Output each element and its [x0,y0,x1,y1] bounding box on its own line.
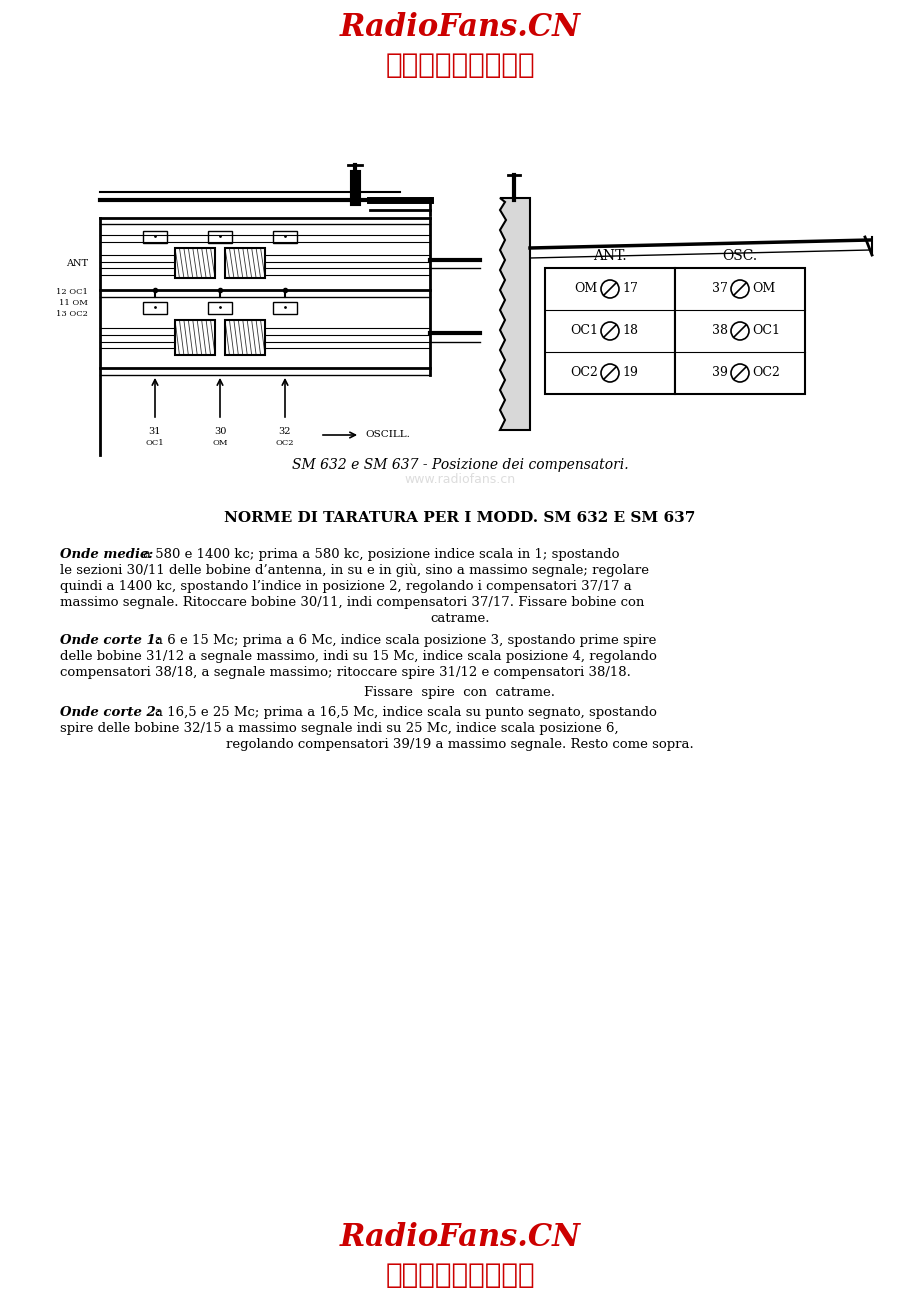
Text: 11 OM: 11 OM [59,299,88,307]
Circle shape [731,322,748,340]
Text: 37: 37 [711,283,727,296]
Text: 18: 18 [621,324,637,337]
Circle shape [731,365,748,381]
Text: NORME DI TARATURA PER I MODD. SM 632 E SM 637: NORME DI TARATURA PER I MODD. SM 632 E S… [224,510,695,525]
Text: 30: 30 [213,427,226,436]
Text: 32: 32 [278,427,291,436]
Text: www.radiofans.cn: www.radiofans.cn [404,474,515,487]
Text: 19: 19 [621,366,637,379]
Text: OSCILL.: OSCILL. [365,431,410,440]
Text: 31: 31 [149,427,161,436]
Text: RadioFans.CN: RadioFans.CN [339,13,580,43]
Circle shape [600,280,618,298]
Text: SM 632 e SM 637 - Posizione dei compensatori.: SM 632 e SM 637 - Posizione dei compensa… [291,458,628,473]
Text: le sezioni 30/11 delle bobine d’antenna, in su e in giù, sino a massimo segnale;: le sezioni 30/11 delle bobine d’antenna,… [60,564,648,578]
Text: OM: OM [212,439,228,447]
Text: OC1: OC1 [751,324,779,337]
Circle shape [731,280,748,298]
Text: 13 OC2: 13 OC2 [56,310,88,318]
Polygon shape [175,320,215,355]
Text: 17: 17 [621,283,637,296]
FancyBboxPatch shape [208,230,232,243]
Text: Onde corte 1:: Onde corte 1: [60,634,161,647]
FancyBboxPatch shape [273,302,297,314]
Text: 38: 38 [711,324,727,337]
Text: ANT: ANT [66,259,88,267]
Text: massimo segnale. Ritoccare bobine 30/11, indi compensatori 37/17. Fissare bobine: massimo segnale. Ritoccare bobine 30/11,… [60,596,643,609]
Text: OC2: OC2 [570,366,597,379]
Text: OSC.: OSC. [721,249,756,263]
Text: 收音机爱好者资料库: 收音机爱好者资料库 [385,1262,534,1289]
Polygon shape [225,320,265,355]
Text: quindi a 1400 kc, spostando l’indice in posizione 2, regolando i compensatori 37: quindi a 1400 kc, spostando l’indice in … [60,579,631,592]
Text: OC1: OC1 [570,324,597,337]
Text: RadioFans.CN: RadioFans.CN [339,1223,580,1254]
Text: ANT.: ANT. [593,249,626,263]
Text: Fissare  spire  con  catrame.: Fissare spire con catrame. [364,686,555,699]
Text: OM: OM [751,283,775,296]
Circle shape [600,322,618,340]
Text: a 580 e 1400 kc; prima a 580 kc, posizione indice scala in 1; spostando: a 580 e 1400 kc; prima a 580 kc, posizio… [142,548,618,561]
Text: 12 OC1: 12 OC1 [56,288,88,296]
Text: regolando compensatori 39/19 a massimo segnale. Resto come sopra.: regolando compensatori 39/19 a massimo s… [226,738,693,751]
Polygon shape [499,198,529,430]
Text: Onde corte 2:: Onde corte 2: [60,706,161,719]
FancyBboxPatch shape [142,230,167,243]
Circle shape [600,365,618,381]
Text: OC2: OC2 [751,366,779,379]
Text: compensatori 38/18, a segnale massimo; ritoccare spire 31/12 e compensatori 38/1: compensatori 38/18, a segnale massimo; r… [60,667,630,680]
Text: catrame.: catrame. [430,612,489,625]
Text: spire delle bobine 32/15 a massimo segnale indi su 25 Mc, indice scala posizione: spire delle bobine 32/15 a massimo segna… [60,723,618,736]
Text: OM: OM [574,283,597,296]
Text: 39: 39 [711,366,727,379]
FancyBboxPatch shape [675,268,804,395]
Text: OC1: OC1 [145,439,165,447]
FancyBboxPatch shape [208,302,232,314]
FancyBboxPatch shape [544,268,675,395]
FancyBboxPatch shape [142,302,167,314]
Text: a 6 e 15 Mc; prima a 6 Mc, indice scala posizione 3, spostando prime spire: a 6 e 15 Mc; prima a 6 Mc, indice scala … [154,634,655,647]
Text: OC2: OC2 [276,439,294,447]
FancyBboxPatch shape [273,230,297,243]
Text: 收音机爱好者资料库: 收音机爱好者资料库 [385,51,534,79]
Text: Onde medie:: Onde medie: [60,548,153,561]
Polygon shape [225,247,265,279]
Text: a 16,5 e 25 Mc; prima a 16,5 Mc, indice scala su punto segnato, spostando: a 16,5 e 25 Mc; prima a 16,5 Mc, indice … [154,706,656,719]
Polygon shape [175,247,215,279]
Text: delle bobine 31/12 a segnale massimo, indi su 15 Mc, indice scala posizione 4, r: delle bobine 31/12 a segnale massimo, in… [60,650,656,663]
